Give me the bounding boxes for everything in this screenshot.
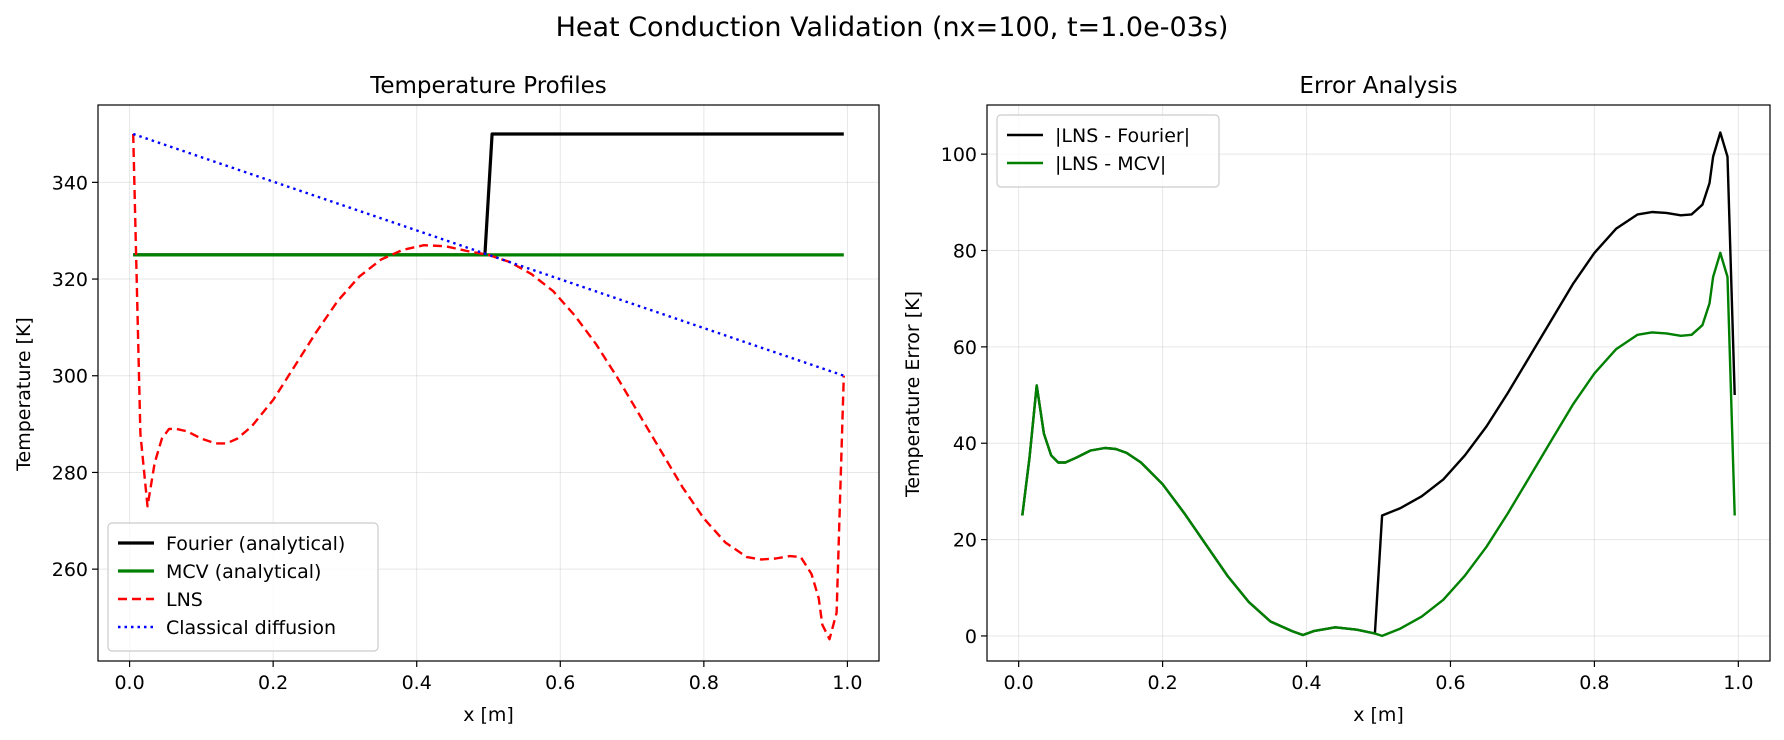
x-tick-label: 0.8 [1579, 672, 1609, 694]
series-line [1021, 251, 1736, 638]
y-tick-label: 60 [953, 337, 977, 359]
x-ticks: 0.0 0.2 0.4 0.6 0.8 1.0 [114, 661, 863, 694]
x-axis-label: x [m] [1353, 704, 1404, 726]
y-tick-label: 20 [953, 530, 977, 552]
y-ticks: 0 20 40 60 80 100 [941, 144, 987, 648]
x-tick-label: 0.4 [402, 672, 432, 694]
x-tick-label: 0.6 [545, 672, 575, 694]
y-tick-label: 80 [953, 241, 977, 263]
plot-area [1021, 131, 1736, 638]
legend-box [107, 522, 379, 652]
y-tick-label: 40 [953, 433, 977, 455]
x-tick-label: 1.0 [1723, 672, 1753, 694]
y-tick-label: 300 [52, 366, 88, 388]
legend-label: MCV (analytical) [166, 561, 321, 583]
legend-box [996, 114, 1220, 188]
axes-frame [97, 104, 880, 662]
y-tick-label: 280 [52, 462, 88, 484]
x-axis-label: x [m] [463, 704, 514, 726]
figure-suptitle: Heat Conduction Validation (nx=100, t=1.… [556, 12, 1229, 43]
legend-label: |LNS - Fourier| [1055, 125, 1190, 147]
x-tick-label: 0.2 [1147, 672, 1177, 694]
y-ticks: 260 280 300 320 340 [52, 172, 98, 581]
legend-label: Fourier (analytical) [166, 533, 345, 555]
x-tick-label: 0.0 [114, 672, 144, 694]
legend: Fourier (analytical) MCV (analytical) LNS C… [107, 522, 379, 652]
axes-frame [986, 104, 1771, 662]
y-tick-label: 320 [52, 269, 88, 291]
x-tick-label: 0.2 [258, 672, 288, 694]
y-tick-label: 100 [941, 144, 977, 166]
x-tick-label: 0.4 [1291, 672, 1321, 694]
plot-area [132, 132, 845, 641]
series-line [132, 133, 845, 641]
legend-label: LNS [166, 589, 203, 611]
legend-label: Classical diffusion [166, 617, 336, 639]
grid [987, 105, 1770, 661]
series-line [132, 132, 845, 377]
legend: |LNS - Fourier| |LNS - MCV| [996, 114, 1220, 188]
x-tick-label: 1.0 [832, 672, 862, 694]
y-axis-label: Temperature [K] [13, 317, 35, 472]
y-tick-label: 0 [965, 626, 977, 648]
x-tick-label: 0.0 [1004, 672, 1034, 694]
y-axis-label: Temperature Error [K] [902, 291, 924, 498]
x-tick-label: 0.6 [1435, 672, 1465, 694]
x-ticks: 0.0 0.2 0.4 0.6 0.8 1.0 [1004, 661, 1753, 694]
panel-title: Temperature Profiles [369, 73, 607, 99]
temperature-profiles-panel: Temperature Profiles x [m] Temperature [… [13, 73, 880, 726]
error-analysis-panel: Error Analysis x [m] Temperature Error [… [902, 73, 1771, 726]
panel-title: Error Analysis [1299, 73, 1457, 99]
x-tick-label: 0.8 [689, 672, 719, 694]
y-tick-label: 260 [52, 559, 88, 581]
legend-label: |LNS - MCV| [1055, 153, 1166, 175]
y-tick-label: 340 [52, 172, 88, 194]
